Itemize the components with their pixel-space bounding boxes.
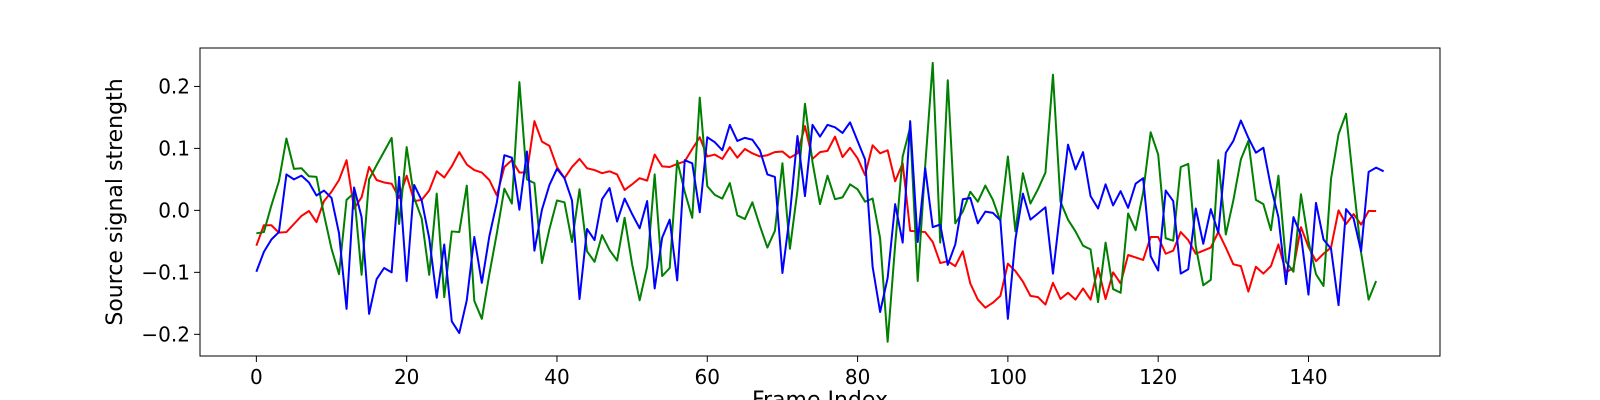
y-tick-label: 0.1 [158, 136, 190, 160]
x-axis: 0 20 40 60 80 100 120 140 [250, 356, 1328, 389]
y-tick-label: 0.2 [158, 74, 190, 98]
y-tick-label: 0.0 [158, 198, 190, 222]
y-axis: −0.2 −0.1 0.0 0.1 0.2 [141, 74, 200, 346]
series-lines [255, 61, 1385, 343]
x-tick-label: 140 [1289, 365, 1327, 389]
y-tick-label: −0.2 [141, 322, 190, 346]
x-tick-label: 0 [250, 365, 263, 389]
x-tick-label: 60 [695, 365, 720, 389]
x-axis-label: Frame Index [752, 388, 888, 400]
x-tick-label: 20 [394, 365, 419, 389]
x-tick-label: 80 [845, 365, 870, 389]
x-tick-label: 120 [1139, 365, 1177, 389]
x-tick-label: 40 [544, 365, 569, 389]
series-line-3 [255, 119, 1385, 335]
series-line-2 [256, 61, 1378, 343]
series-line-1 [255, 120, 1377, 309]
plot-area-frame [199, 47, 1441, 357]
y-axis-label: Source signal strength [103, 78, 128, 325]
x-tick-label: 100 [989, 365, 1027, 389]
y-tick-label: −0.1 [141, 260, 190, 284]
